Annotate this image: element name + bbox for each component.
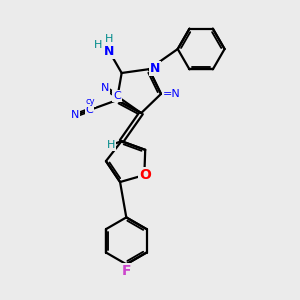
Text: N: N [104,44,114,58]
Text: H: H [107,140,116,150]
Text: cy: cy [85,97,95,106]
Text: H: H [105,34,113,44]
Text: C: C [113,91,121,101]
Text: N: N [150,62,160,75]
Text: N: N [101,83,109,93]
Text: =N: =N [163,89,181,99]
Text: F: F [122,264,131,278]
Text: N: N [71,110,80,120]
Text: O: O [139,168,151,182]
Text: H: H [94,40,102,50]
Text: C: C [85,105,93,115]
